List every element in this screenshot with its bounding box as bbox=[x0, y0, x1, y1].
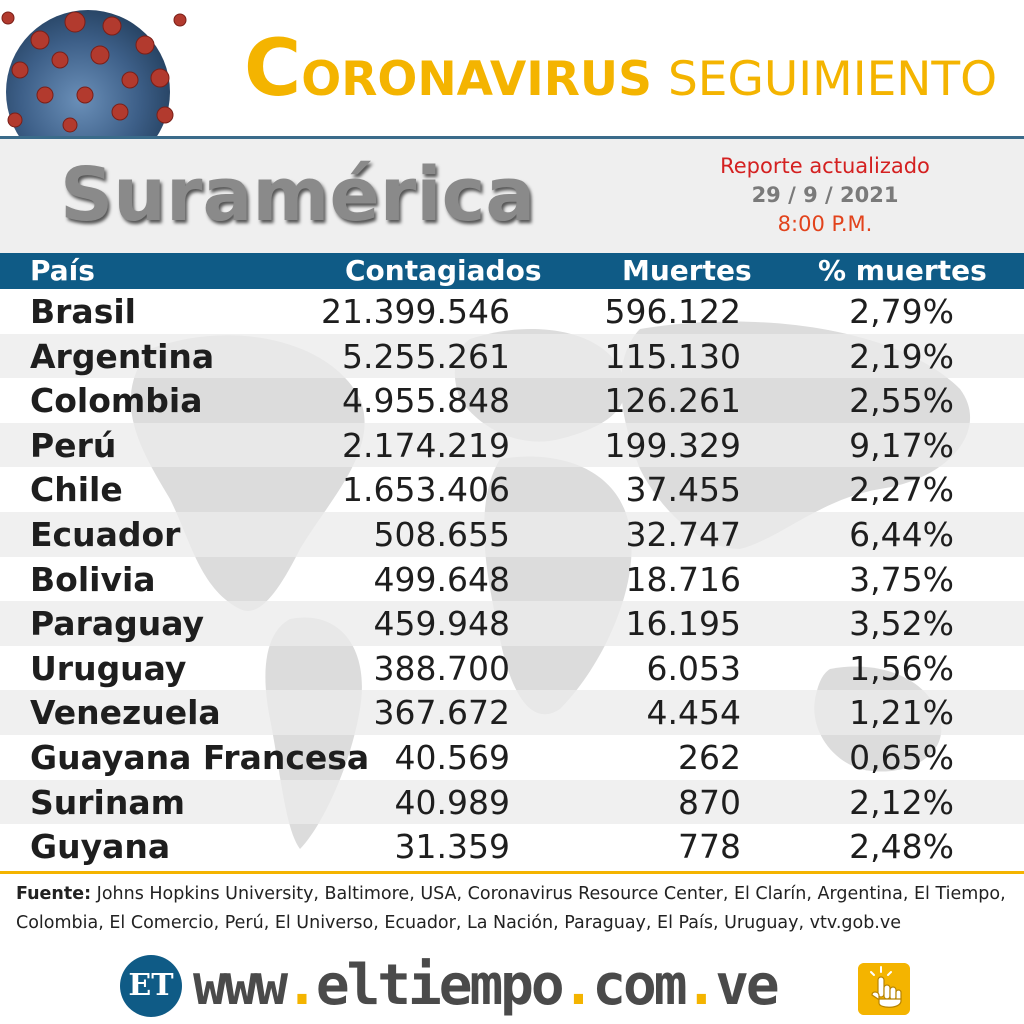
cell-deaths: 262 bbox=[678, 738, 741, 777]
cell-deaths: 115.130 bbox=[604, 336, 741, 376]
cell-death-percent: 2,55% bbox=[849, 381, 954, 421]
cell-deaths: 870 bbox=[678, 782, 741, 822]
cell-cases: 31.359 bbox=[394, 827, 510, 867]
url-domain: eltiempo bbox=[315, 953, 565, 1018]
table-row: Surinam 40.989 870 2,12% bbox=[0, 779, 1024, 825]
cell-country: Argentina bbox=[30, 336, 215, 376]
table-row: Brasil 21.399.546 596.122 2,79% bbox=[0, 289, 1024, 334]
report-date: 29 / 9 / 2021 bbox=[751, 183, 899, 207]
cell-death-percent: 1,21% bbox=[849, 693, 954, 733]
url-www: www bbox=[193, 953, 288, 1018]
header-divider bbox=[0, 136, 1024, 139]
table-row: Venezuela 367.672 4.454 1,21% bbox=[0, 690, 1024, 735]
cell-cases: 40.989 bbox=[394, 782, 510, 822]
cell-cases: 508.655 bbox=[373, 515, 510, 554]
cell-country: Chile bbox=[30, 470, 123, 510]
cell-death-percent: 3,52% bbox=[849, 604, 954, 644]
cell-cases: 367.672 bbox=[373, 693, 510, 733]
url-dot: . bbox=[561, 953, 596, 1018]
table-row: Ecuador 508.655 32.747 6,44% bbox=[0, 512, 1024, 557]
cell-death-percent: 9,17% bbox=[849, 425, 954, 465]
cell-cases: 2.174.219 bbox=[342, 425, 510, 465]
report-info: Reporte actualizado 29 / 9 / 2021 8:00 P… bbox=[690, 152, 960, 239]
cell-death-percent: 2,19% bbox=[849, 336, 954, 376]
cell-cases: 459.948 bbox=[373, 604, 510, 644]
table-row: Guayana Francesa 40.569 262 0,65% bbox=[0, 735, 1024, 780]
table-row: Perú 2.174.219 199.329 9,17% bbox=[0, 422, 1024, 468]
table-row: Bolivia 499.648 18.716 3,75% bbox=[0, 557, 1024, 602]
url-dot: . bbox=[684, 953, 718, 1018]
cell-country: Guyana bbox=[30, 827, 171, 867]
cell-deaths: 596.122 bbox=[604, 292, 741, 331]
cell-deaths: 126.261 bbox=[604, 381, 741, 421]
source-note: Fuente: Johns Hopkins University, Baltim… bbox=[16, 880, 1011, 938]
header-country: País bbox=[30, 254, 95, 287]
url-dot: . bbox=[285, 953, 319, 1018]
source-text: Johns Hopkins University, Baltimore, USA… bbox=[16, 884, 1006, 933]
cell-death-percent: 3,75% bbox=[849, 559, 954, 599]
cell-country: Colombia bbox=[30, 381, 203, 421]
cell-death-percent: 2,27% bbox=[849, 470, 954, 510]
cell-country: Uruguay bbox=[30, 648, 187, 688]
cell-deaths: 199.329 bbox=[604, 425, 741, 465]
table-row: Guyana 31.359 778 2,48% bbox=[0, 824, 1024, 869]
cell-deaths: 6.053 bbox=[646, 648, 741, 688]
title-initial: C bbox=[244, 24, 302, 114]
cell-death-percent: 0,65% bbox=[849, 738, 954, 777]
cell-deaths: 32.747 bbox=[625, 515, 741, 554]
cell-country: Surinam bbox=[30, 782, 185, 822]
cell-cases: 388.700 bbox=[373, 648, 510, 688]
cell-country: Venezuela bbox=[30, 693, 221, 733]
cell-cases: 499.648 bbox=[373, 559, 510, 599]
cell-country: Perú bbox=[30, 425, 117, 465]
cell-death-percent: 2,48% bbox=[849, 827, 954, 867]
title-second: SEGUIMIENTO bbox=[667, 52, 998, 107]
cell-country: Bolivia bbox=[30, 559, 156, 599]
touch-hand-icon[interactable] bbox=[858, 963, 910, 1015]
cell-deaths: 37.455 bbox=[625, 470, 741, 510]
table-row: Paraguay 459.948 16.195 3,52% bbox=[0, 601, 1024, 646]
report-label: Reporte actualizado bbox=[720, 154, 930, 178]
coronavirus-image bbox=[1, 10, 187, 138]
footer-divider bbox=[0, 871, 1024, 874]
cell-deaths: 18.716 bbox=[625, 559, 741, 599]
cell-country: Guayana Francesa bbox=[30, 738, 370, 777]
cell-death-percent: 2,79% bbox=[849, 292, 954, 331]
cell-cases: 5.255.261 bbox=[342, 336, 510, 376]
cell-death-percent: 2,12% bbox=[849, 782, 954, 822]
header: CORONAVIRUS SEGUIMIENTO bbox=[0, 0, 1024, 139]
website-link[interactable]: www.eltiempo.com.ve bbox=[193, 948, 780, 1024]
cell-cases: 1.653.406 bbox=[342, 470, 510, 510]
url-com: com bbox=[592, 953, 687, 1018]
cell-deaths: 16.195 bbox=[625, 604, 741, 644]
region-band bbox=[0, 139, 1024, 253]
table-row: Argentina 5.255.261 115.130 2,19% bbox=[0, 333, 1024, 379]
table-row: Colombia 4.955.848 126.261 2,55% bbox=[0, 378, 1024, 423]
url-ve: ve bbox=[715, 953, 779, 1018]
title-rest: ORONAVIRUS bbox=[301, 52, 652, 107]
header-death-percent: % muertes bbox=[818, 254, 987, 287]
header-cases: Contagiados bbox=[345, 254, 542, 287]
cell-deaths: 4.454 bbox=[646, 693, 741, 733]
source-label: Fuente: bbox=[16, 884, 92, 904]
cell-death-percent: 6,44% bbox=[849, 515, 954, 554]
cell-country: Brasil bbox=[30, 292, 136, 331]
cell-deaths: 778 bbox=[678, 827, 741, 867]
et-logo-icon[interactable]: ET bbox=[120, 955, 182, 1017]
cell-country: Paraguay bbox=[30, 604, 204, 644]
cell-death-percent: 1,56% bbox=[849, 648, 954, 688]
header-deaths: Muertes bbox=[622, 254, 752, 287]
region-title: Suramérica bbox=[60, 152, 536, 238]
report-time: 8:00 P.M. bbox=[777, 212, 873, 236]
table-row: Chile 1.653.406 37.455 2,27% bbox=[0, 467, 1024, 512]
cell-country: Ecuador bbox=[30, 515, 181, 554]
cell-cases: 40.569 bbox=[394, 738, 510, 777]
table-header: País Contagiados Muertes % muertes bbox=[0, 253, 1024, 289]
table-row: Uruguay 388.700 6.053 1,56% bbox=[0, 646, 1024, 691]
page-title: CORONAVIRUS SEGUIMIENTO bbox=[244, 24, 1004, 114]
cell-cases: 4.955.848 bbox=[342, 381, 510, 421]
cell-cases: 21.399.546 bbox=[321, 292, 510, 331]
table-body: Brasil 21.399.546 596.122 2,79% Argentina 5.2… bbox=[0, 289, 1024, 869]
